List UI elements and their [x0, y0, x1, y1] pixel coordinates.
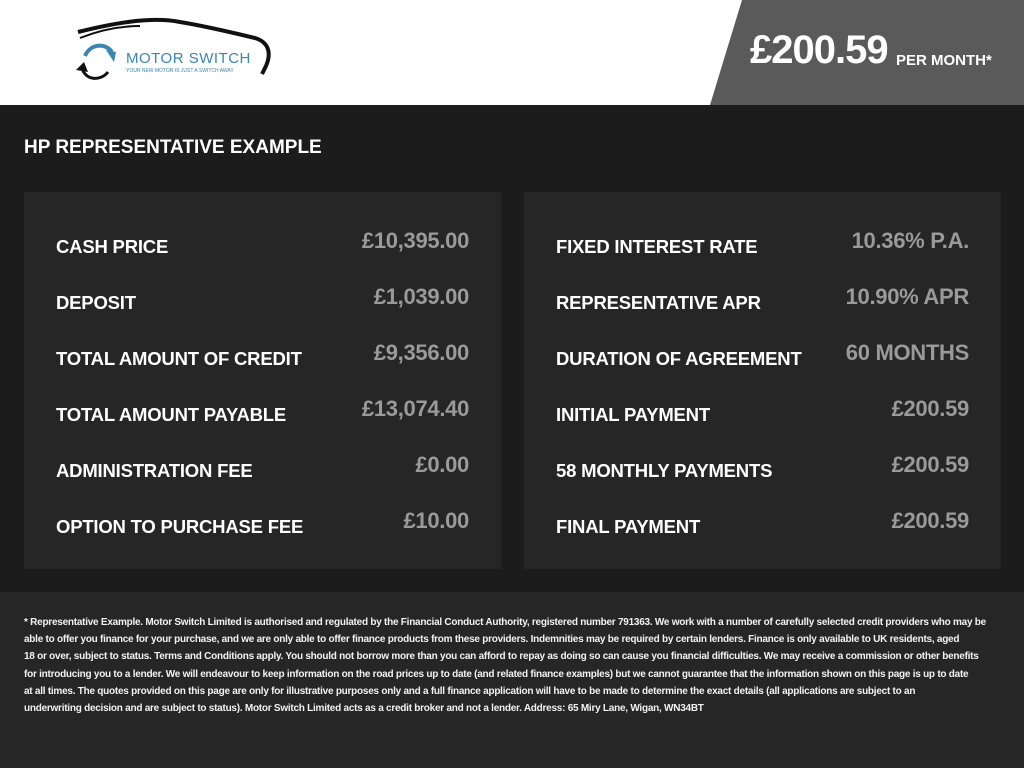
finance-row: OPTION TO PURCHASE FEE £10.00 — [56, 508, 469, 538]
finance-label: FIXED INTEREST RATE — [556, 236, 758, 257]
svg-text:MOTOR SWITCH: MOTOR SWITCH — [126, 50, 251, 67]
finance-row: 58 MONTHLY PAYMENTS £200.59 — [556, 452, 969, 482]
disclaimer-line: for introducing you to a lender. We will… — [24, 668, 969, 680]
finance-label: OPTION TO PURCHASE FEE — [56, 516, 304, 537]
finance-row: CASH PRICE £10,395.00 — [56, 228, 469, 258]
right-finance-panel: FIXED INTEREST RATE 10.36% P.A. REPRESENTA… — [524, 192, 1001, 569]
finance-value: £10,395.00 — [361, 228, 469, 253]
monthly-price-box: £200.59 PER MONTH* — [710, 0, 1024, 105]
finance-label: ADMINISTRATION FEE — [56, 460, 253, 481]
finance-value: £200.59 — [891, 396, 970, 421]
finance-row: DURATION OF AGREEMENT 60 MONTHS — [556, 340, 969, 370]
disclaimer-footer: * Representative Example. Motor Switch L… — [0, 592, 1024, 768]
finance-row: REPRESENTATIVE APR 10.90% APR — [556, 284, 969, 314]
finance-row: FINAL PAYMENT £200.59 — [556, 508, 969, 538]
finance-label: 58 MONTHLY PAYMENTS — [556, 460, 773, 481]
finance-value: £13,074.40 — [361, 396, 469, 421]
finance-value: 10.36% P.A. — [851, 228, 970, 253]
finance-label: DEPOSIT — [56, 292, 136, 313]
left-finance-panel: CASH PRICE £10,395.00 DEPOSIT £1,039.00 TOTA… — [24, 192, 501, 569]
section-title: HP REPRESENTATIVE EXAMPLE — [24, 137, 322, 158]
finance-value: £200.59 — [891, 508, 970, 533]
finance-label: TOTAL AMOUNT PAYABLE — [56, 404, 287, 425]
finance-label: INITIAL PAYMENT — [556, 404, 710, 425]
finance-value: £0.00 — [415, 452, 469, 477]
finance-row: TOTAL AMOUNT PAYABLE £13,074.40 — [56, 396, 469, 426]
finance-value: 10.90% APR — [845, 284, 970, 309]
finance-row: DEPOSIT £1,039.00 — [56, 284, 469, 314]
finance-value: £9,356.00 — [373, 340, 469, 365]
finance-label: CASH PRICE — [56, 236, 169, 257]
finance-label: TOTAL AMOUNT OF CREDIT — [56, 348, 302, 369]
header: MOTOR SWITCH YOUR NEW MOTOR IS JUST A SW… — [0, 0, 1024, 105]
finance-value: 60 MONTHS — [845, 340, 970, 365]
finance-value: £1,039.00 — [373, 284, 469, 309]
finance-row: TOTAL AMOUNT OF CREDIT £9,356.00 — [56, 340, 469, 370]
finance-label: DURATION OF AGREEMENT — [556, 348, 802, 369]
finance-value: £10.00 — [403, 508, 470, 533]
svg-text:YOUR NEW MOTOR IS JUST A SWITC: YOUR NEW MOTOR IS JUST A SWITCH AWAY — [126, 68, 234, 74]
disclaimer-line: underwriting decision and are subject to… — [24, 703, 704, 714]
finance-label: REPRESENTATIVE APR — [556, 292, 761, 313]
motor-switch-logo[interactable]: MOTOR SWITCH YOUR NEW MOTOR IS JUST A SW… — [70, 16, 280, 86]
finance-value: £200.59 — [891, 452, 970, 477]
finance-row: FIXED INTEREST RATE 10.36% P.A. — [556, 228, 969, 258]
finance-row: ADMINISTRATION FEE £0.00 — [56, 452, 469, 482]
disclaimer-line: 18 or over, subject to status. Terms and… — [24, 651, 979, 663]
finance-label: FINAL PAYMENT — [556, 516, 701, 537]
finance-row: INITIAL PAYMENT £200.59 — [556, 396, 969, 426]
disclaimer-line: * Representative Example. Motor Switch L… — [24, 617, 986, 628]
per-month-label: PER MONTH* — [896, 52, 992, 69]
disclaimer-line: at all times. The quotes provided on thi… — [24, 685, 916, 697]
disclaimer-line: able to offer you finance for your purch… — [24, 634, 960, 646]
monthly-price: £200.59 — [750, 28, 889, 72]
